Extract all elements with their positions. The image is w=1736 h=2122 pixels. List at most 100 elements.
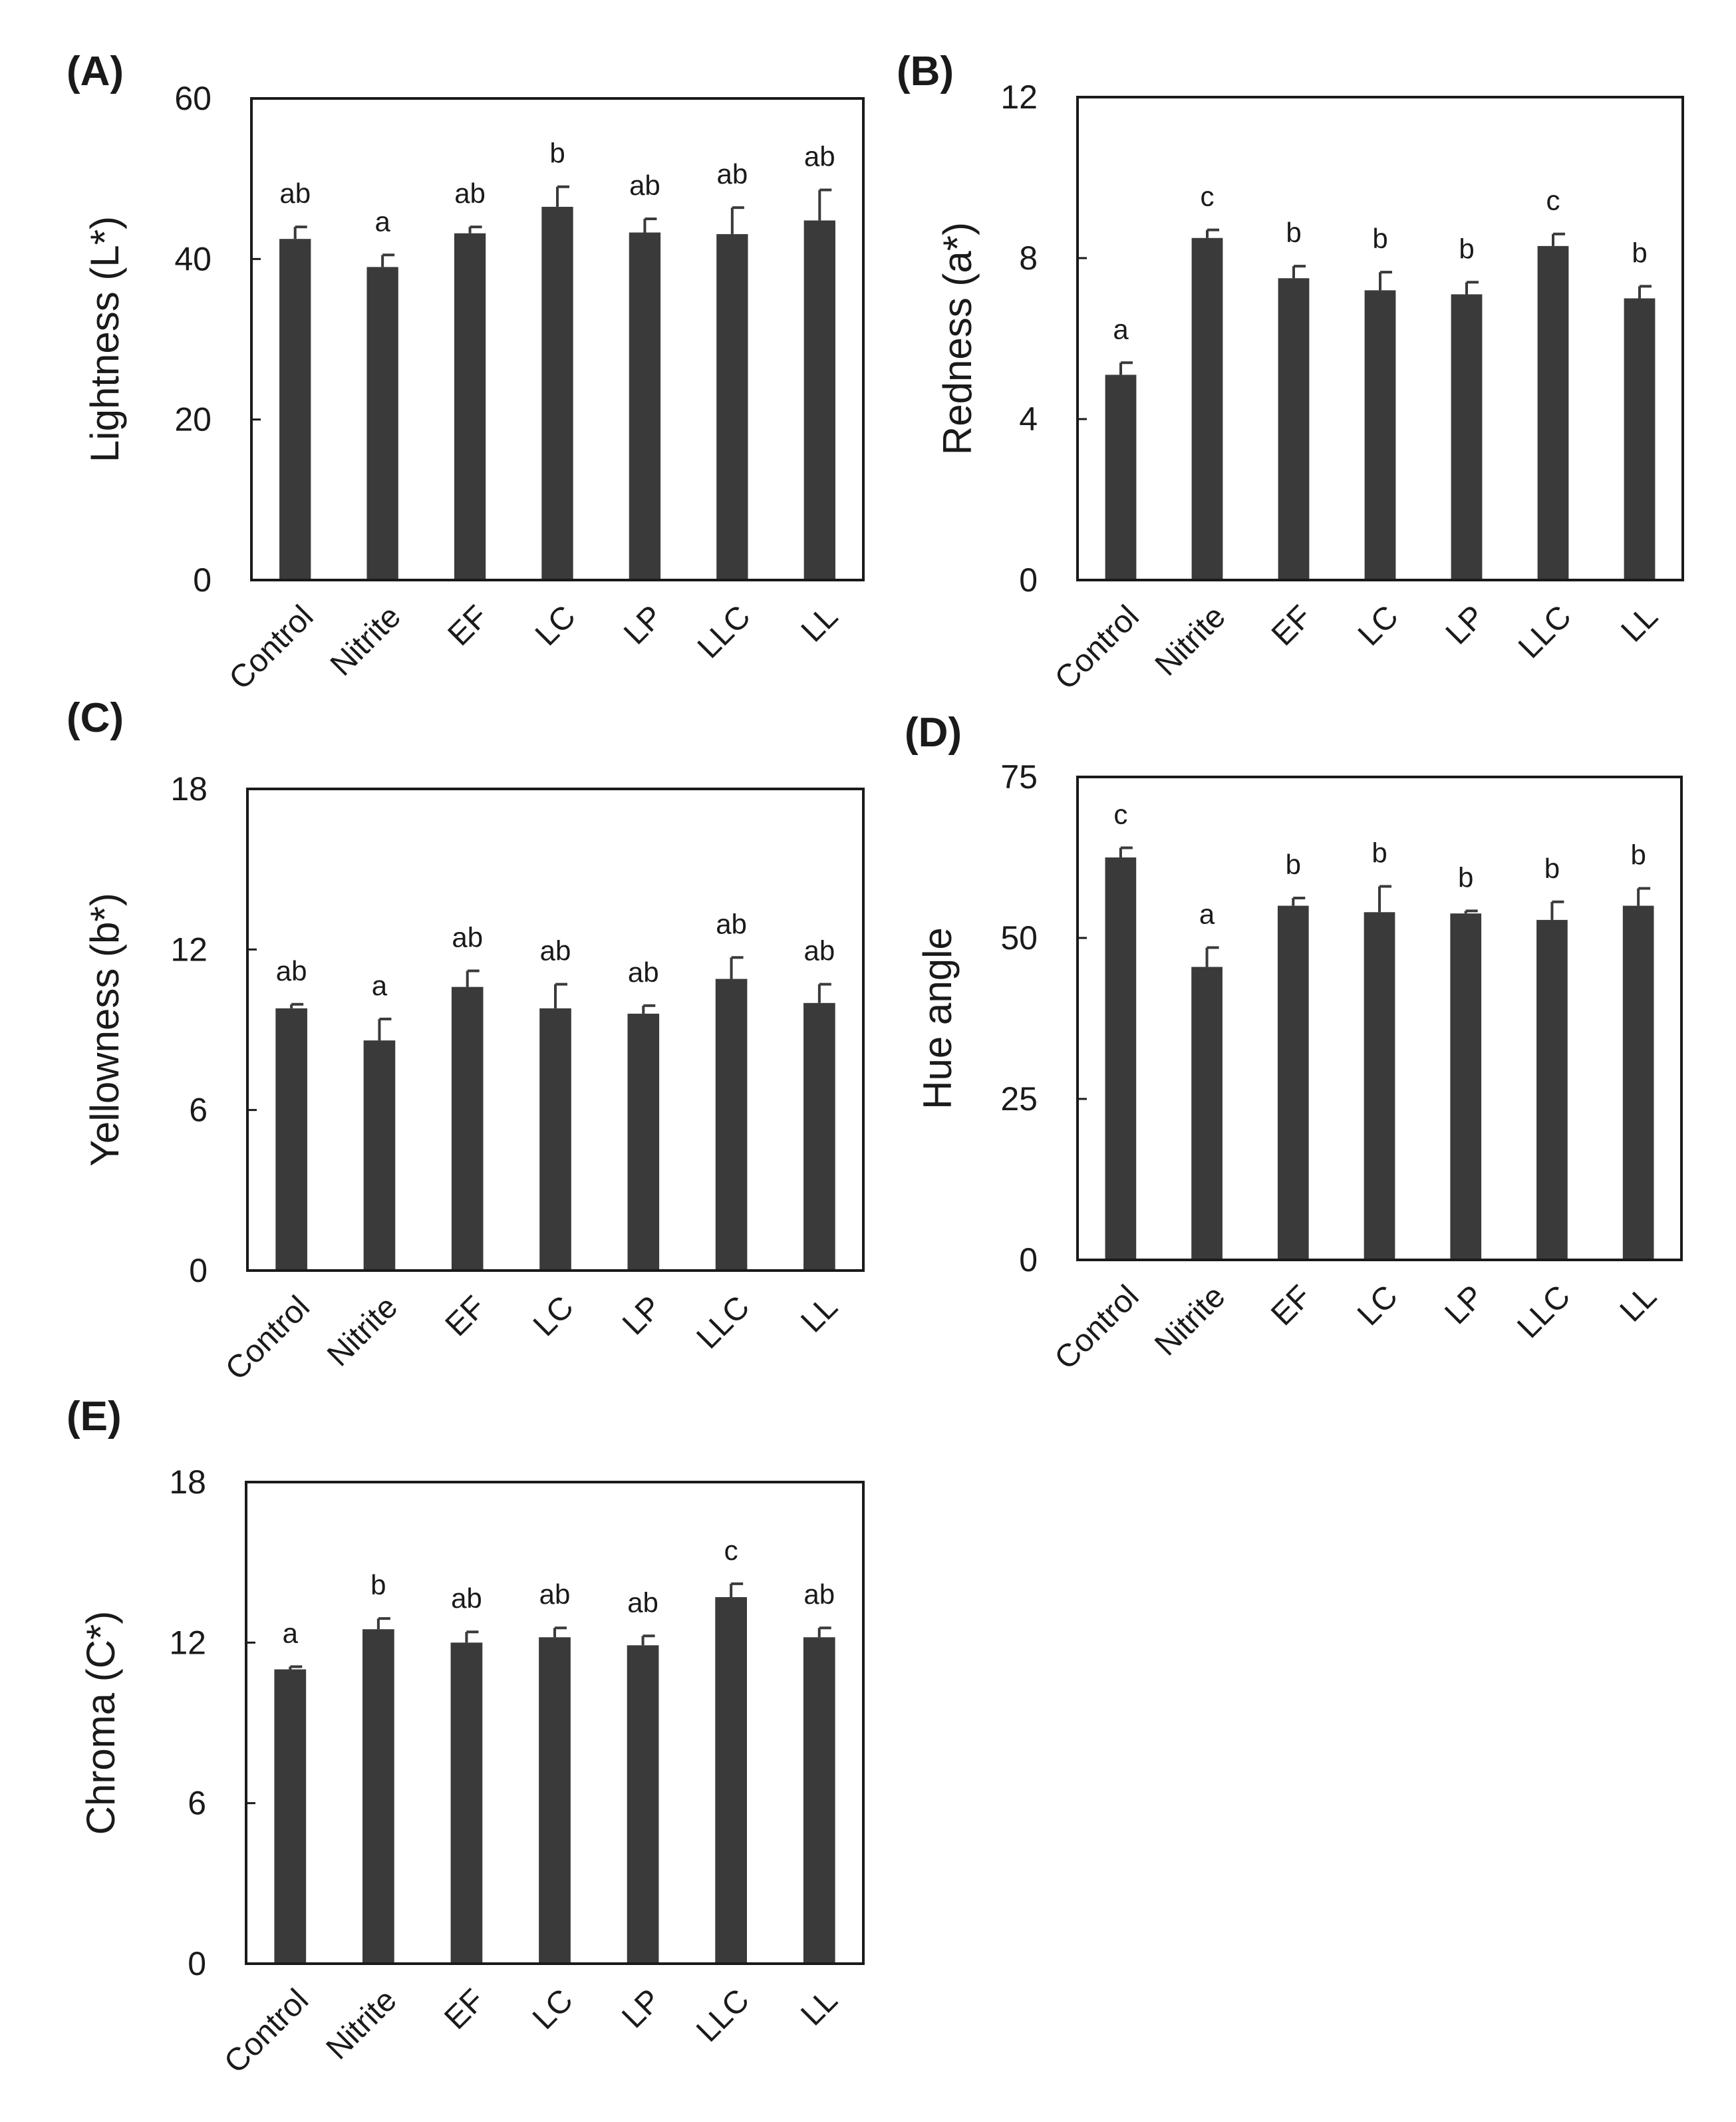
significance-label: ab (454, 178, 486, 209)
chart-panel-5: (E) Chroma (C*) 0 6 12 18 a Control b Nitrite ab EF… (67, 1394, 865, 2080)
y-tick-label: 0 (193, 561, 212, 599)
bar-lc (1364, 290, 1396, 580)
significance-label: b (1286, 849, 1301, 880)
category-label: LC (527, 1289, 581, 1343)
significance-label: b (1372, 223, 1387, 254)
bar-llc (715, 979, 748, 1271)
bar-control (275, 1008, 307, 1271)
significance-label: ab (804, 141, 835, 172)
category-label: LC (1352, 599, 1405, 653)
bar-llc (716, 233, 748, 581)
bar-ef (450, 1642, 483, 1964)
category-label: LLC (690, 1289, 757, 1356)
panel-label: (C) (67, 695, 124, 741)
significance-label: a (1199, 899, 1215, 930)
category-label: LC (1351, 1279, 1405, 1332)
significance-label: ab (279, 178, 311, 209)
category-label: Nitrite (1149, 599, 1232, 682)
bar-nitrite (362, 1629, 394, 1964)
significance-label: b (370, 1569, 386, 1600)
bar-control (1105, 857, 1137, 1260)
category-label: EF (1265, 599, 1319, 653)
category-label: EF (441, 599, 495, 653)
plot-frame (245, 1481, 865, 1965)
category-label: Control (1048, 599, 1146, 696)
bar-control (274, 1669, 307, 1964)
significance-label: a (374, 206, 390, 237)
category-label: LLC (691, 599, 758, 665)
significance-label: a (283, 1618, 299, 1649)
chart-panel-1: (A) Lightness (L*) 0 20 40 60 ab Control a Nitrit… (67, 49, 865, 696)
category-label: LC (529, 599, 583, 653)
significance-label: ab (451, 1583, 482, 1614)
significance-label: ab (539, 1579, 571, 1610)
y-tick-label: 12 (169, 1624, 206, 1661)
plot-frame (1076, 776, 1683, 1261)
significance-label: ab (803, 935, 835, 967)
significance-label: c (1201, 181, 1215, 212)
bar-ef (451, 986, 484, 1271)
y-tick-label: 0 (189, 1252, 208, 1289)
plot-frame (250, 97, 865, 581)
category-label: Control (1048, 1279, 1146, 1376)
y-tick-label: 18 (170, 770, 208, 808)
bar-ll (1622, 905, 1654, 1260)
category-label: LC (526, 1982, 580, 2036)
significance-label: b (1286, 217, 1301, 248)
bar-ef (1278, 278, 1310, 580)
category-label: Nitrite (321, 1289, 404, 1373)
panel-label: (E) (67, 1394, 122, 1440)
bar-nitrite (363, 1040, 396, 1271)
panel-label: (A) (67, 49, 124, 94)
bar-ef (454, 233, 486, 581)
bar-nitrite (1191, 967, 1223, 1260)
significance-label: ab (716, 158, 748, 190)
significance-label: ab (627, 1587, 658, 1618)
bar-lp (627, 1645, 659, 1964)
category-label: EF (438, 1982, 492, 2036)
category-label: Control (217, 1982, 315, 2080)
y-tick-label: 6 (189, 1092, 208, 1129)
bar-ll (1624, 298, 1656, 580)
y-axis-title: Yellowness (b*) (82, 893, 127, 1166)
y-tick-label: 50 (1000, 919, 1038, 957)
bar-llc (715, 1596, 748, 1964)
panel-label: (D) (905, 710, 962, 756)
category-label: EF (1264, 1279, 1318, 1332)
bar-lp (1451, 294, 1483, 580)
significance-label: ab (540, 935, 571, 967)
category-label: Control (219, 1289, 317, 1387)
y-tick-label: 18 (169, 1463, 206, 1501)
plot-frame (246, 788, 865, 1272)
y-tick-label: 75 (1000, 758, 1038, 796)
category-label: LLC (1511, 1279, 1577, 1345)
y-axis-title: Redness (a*) (935, 222, 980, 455)
bar-lc (539, 1008, 571, 1271)
y-tick-label: 0 (1019, 1241, 1038, 1279)
significance-label: c (724, 1535, 738, 1566)
significance-label: ab (628, 957, 659, 988)
significance-label: b (549, 138, 565, 169)
y-tick-label: 4 (1019, 400, 1038, 438)
y-tick-label: 6 (188, 1785, 206, 1822)
plot-frame (1076, 96, 1684, 581)
panel-label: (B) (897, 49, 954, 94)
significance-label: b (1458, 861, 1473, 893)
significance-label: ab (803, 1579, 835, 1610)
significance-label: a (1113, 313, 1129, 345)
bar-ll (803, 220, 835, 580)
chart-panel-3: (C) Yellowness (b*) 0 6 12 18 ab Control a Nitrit… (67, 695, 865, 1387)
category-label: Control (223, 599, 321, 696)
significance-label: a (372, 970, 388, 1001)
category-label: LLC (1512, 599, 1578, 665)
bar-control (1105, 375, 1137, 580)
bar-lc (539, 1637, 571, 1964)
y-axis-title: Lightness (L*) (82, 216, 127, 462)
category-label: LL (795, 599, 845, 649)
significance-label: ab (716, 908, 747, 939)
category-label: LL (794, 1982, 844, 2032)
bar-ll (803, 1637, 835, 1964)
category-label: Nitrite (1148, 1279, 1232, 1362)
y-axis-title: Chroma (C*) (78, 1611, 123, 1835)
significance-label: ab (276, 955, 307, 986)
